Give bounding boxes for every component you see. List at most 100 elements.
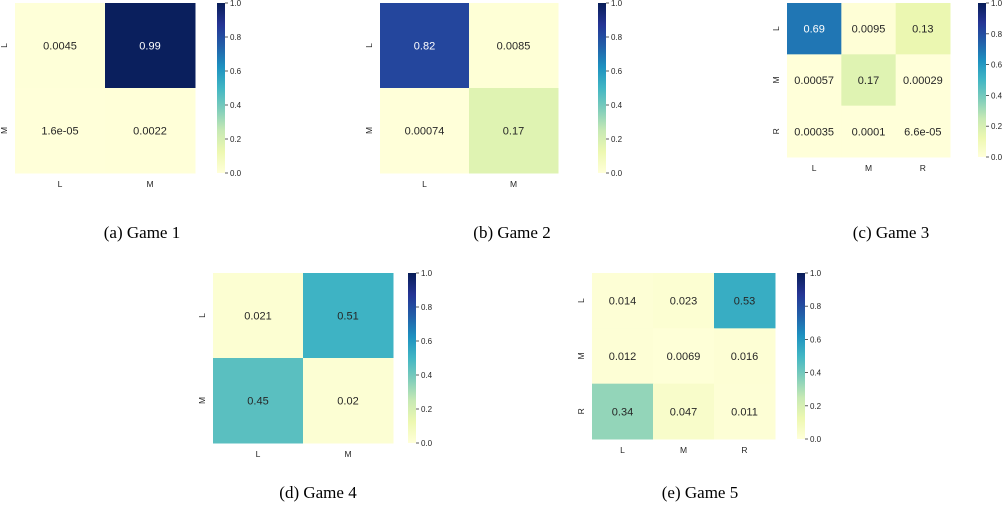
cell-value-label: 0.016 xyxy=(731,351,759,363)
colorbar-tick-label: 0.6 xyxy=(230,67,242,76)
heatmap-cell xyxy=(15,88,106,174)
panel-caption: (d) Game 4 xyxy=(279,483,357,502)
cell-value-label: 0.99 xyxy=(139,41,160,53)
heatmap-cell xyxy=(895,105,951,158)
colorbar-tick-label: 0.8 xyxy=(810,302,822,311)
row-tick-label: R xyxy=(771,128,781,134)
heatmap-cell xyxy=(714,328,776,385)
row-tick-label: L xyxy=(576,298,586,303)
col-tick-label: L xyxy=(256,449,261,459)
heatmap-cell xyxy=(653,273,715,329)
col-tick-label: M xyxy=(680,445,687,455)
cell-value-label: 0.00057 xyxy=(794,75,834,87)
colorbar xyxy=(408,273,416,443)
cell-value-label: 0.69 xyxy=(803,24,824,36)
colorbar xyxy=(598,3,606,173)
colorbar-tick-label: 0.0 xyxy=(230,169,242,178)
cell-value-label: 0.00029 xyxy=(903,75,943,87)
heatmap-cell xyxy=(303,358,394,444)
cell-value-label: 0.17 xyxy=(503,126,524,138)
heatmap-cell xyxy=(653,328,715,385)
colorbar-tick-label: 0.8 xyxy=(230,33,242,42)
cell-value-label: 0.17 xyxy=(858,75,879,87)
heatmap-cell xyxy=(105,88,196,174)
heatmap-panel-2: 0.82 0.0085 0.00074 0.17 L M L M 0.0 0.2 0.4 0.6 0.8… xyxy=(364,0,623,242)
colorbar-tick-label: 0.8 xyxy=(991,30,1003,39)
heatmap-cell xyxy=(787,3,842,55)
cell-value-label: 0.0001 xyxy=(852,126,886,138)
heatmap-cell xyxy=(592,273,654,329)
heatmap-panel-5: 0.014 0.023 0.53 0.012 0.0069 0.016 0.34 0.047 0… xyxy=(576,269,822,502)
heatmap-cell xyxy=(592,328,654,385)
heatmap-cell xyxy=(787,105,842,158)
col-tick-label: L xyxy=(620,445,625,455)
col-tick-label: M xyxy=(344,449,351,459)
cell-value-label: 0.014 xyxy=(609,296,637,308)
colorbar-tick-label: 0.0 xyxy=(611,169,623,178)
col-tick-label: M xyxy=(146,179,153,189)
heatmap-cell xyxy=(895,54,951,107)
colorbar-tick-label: 1.0 xyxy=(230,0,242,8)
colorbar-tick-label: 0.2 xyxy=(810,402,822,411)
cell-value-label: 0.82 xyxy=(414,41,435,53)
panel-caption: (e) Game 5 xyxy=(662,483,738,502)
heatmap-cell xyxy=(841,105,897,158)
panel-caption: (b) Game 2 xyxy=(473,223,550,242)
cell-value-label: 6.6e-05 xyxy=(904,126,941,138)
colorbar-tick-label: 0.6 xyxy=(991,61,1003,70)
cell-value-label: 0.0085 xyxy=(497,41,531,53)
cell-value-label: 0.34 xyxy=(612,406,633,418)
cell-value-label: 0.023 xyxy=(670,296,698,308)
heatmap-cell xyxy=(841,54,897,107)
heatmap-cell xyxy=(592,383,654,440)
heatmap-cell xyxy=(653,383,715,440)
cell-value-label: 0.51 xyxy=(337,311,358,323)
cell-value-label: 0.047 xyxy=(670,406,698,418)
row-tick-label: L xyxy=(364,43,374,48)
cell-value-label: 0.0045 xyxy=(43,41,77,53)
heatmap-cell xyxy=(895,3,951,55)
colorbar xyxy=(217,3,225,173)
colorbar-tick-label: 0.8 xyxy=(611,33,623,42)
colorbar-tick-label: 0.8 xyxy=(421,303,433,312)
colorbar xyxy=(797,273,805,439)
panel-caption: (c) Game 3 xyxy=(853,223,929,242)
row-tick-label: R xyxy=(576,408,586,414)
cell-value-label: 0.021 xyxy=(244,311,272,323)
cell-value-label: 1.6e-05 xyxy=(41,126,78,138)
colorbar-tick-label: 0.4 xyxy=(810,369,822,378)
cell-value-label: 0.02 xyxy=(337,396,358,408)
colorbar-tick-label: 0.4 xyxy=(991,91,1003,100)
colorbar-tick-label: 0.0 xyxy=(991,153,1003,162)
col-tick-label: R xyxy=(920,163,926,173)
heatmap-cell xyxy=(213,273,304,359)
heatmap-cell xyxy=(787,54,842,107)
row-tick-label: L xyxy=(197,313,207,318)
col-tick-label: M xyxy=(510,179,517,189)
heatmap-cell xyxy=(380,88,470,174)
colorbar-tick-label: 0.4 xyxy=(611,101,623,110)
heatmap-cell xyxy=(105,3,196,89)
cell-value-label: 0.011 xyxy=(731,406,758,418)
row-tick-label: M xyxy=(364,127,374,134)
cell-value-label: 0.0095 xyxy=(852,24,886,36)
colorbar-tick-label: 1.0 xyxy=(611,0,623,8)
heatmap-panel-1: 0.0045 0.99 1.6e-05 0.0022 L M L M 0.0 0.2 0.4 0.6 0… xyxy=(0,0,242,242)
colorbar-tick-label: 0.6 xyxy=(810,335,822,344)
colorbar-tick-label: 0.0 xyxy=(421,439,433,448)
row-tick-label: M xyxy=(197,397,207,404)
cell-value-label: 0.0069 xyxy=(667,351,701,363)
row-tick-label: M xyxy=(0,127,9,134)
row-tick-label: M xyxy=(771,76,781,83)
colorbar-tick-label: 0.6 xyxy=(611,67,623,76)
cell-value-label: 0.012 xyxy=(609,351,637,363)
colorbar-tick-label: 1.0 xyxy=(991,0,1003,8)
heatmap-cell xyxy=(714,383,776,440)
heatmap-cell xyxy=(213,358,304,444)
cell-value-label: 0.13 xyxy=(912,24,933,36)
colorbar xyxy=(978,3,986,157)
col-tick-label: L xyxy=(812,163,817,173)
cell-value-label: 0.45 xyxy=(247,396,268,408)
heatmap-panel-4: 0.021 0.51 0.45 0.02 L M L M 0.0 0.2 0.4 0.6 0.8 1.0 (… xyxy=(197,269,433,502)
